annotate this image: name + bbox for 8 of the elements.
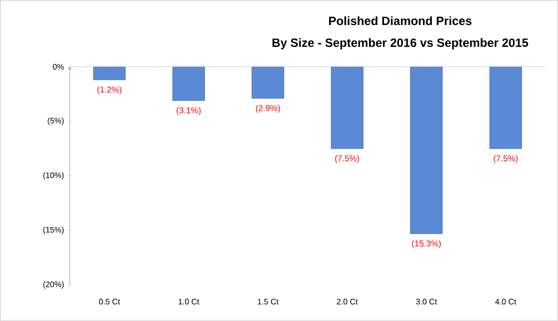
data-label: (15.3%) [412,240,441,248]
data-label: (7.5%) [494,155,518,164]
data-label: (7.5%) [335,155,360,164]
data-label: (2.9%) [256,105,280,113]
chart-title: Polished Diamond Prices [329,16,472,26]
data-label: (3.1%) [176,107,201,116]
data-label: (1.2%) [97,86,122,94]
chart-subtitle: By Size - September 2016 vs September 2015 [272,38,528,50]
